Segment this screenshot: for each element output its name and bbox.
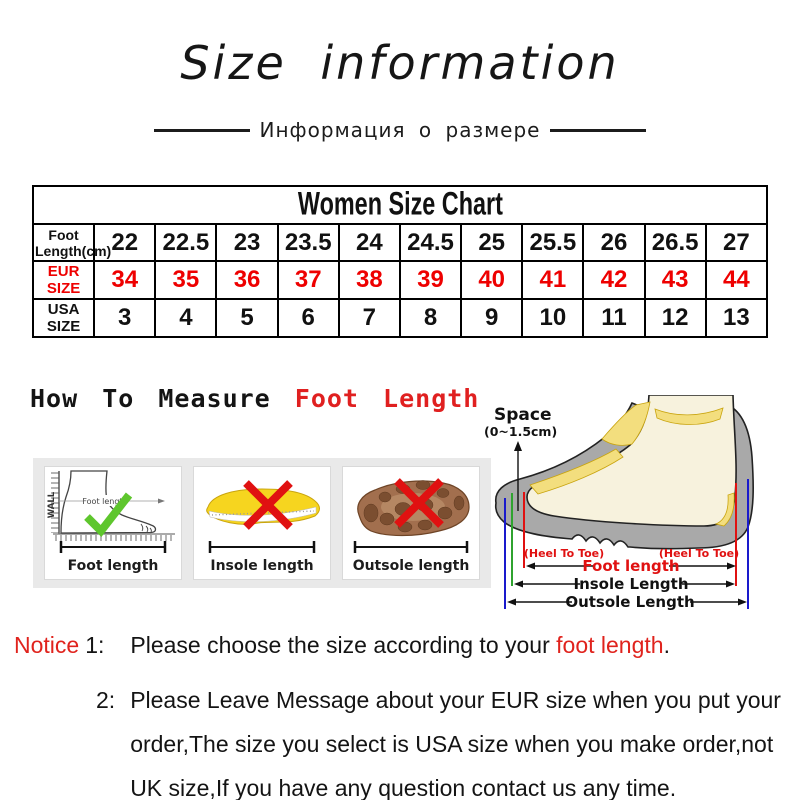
size-value-cell: 8: [398, 298, 463, 338]
size-value-cell: 5: [215, 298, 279, 338]
inner-measure-arrow: [158, 498, 165, 504]
heel-to-toe-left-label: (Heel To Toe): [524, 547, 604, 560]
space-arrow-head: [514, 441, 522, 451]
shoe-measurement-diagram: Space (0~1.5cm) (Heel To Toe) (Heel To T…: [484, 395, 754, 611]
inner-foot-length-label: Foot length: [82, 497, 127, 506]
foot-length-example-box: WALL Foot length Foot length: [44, 466, 182, 580]
usa-size-row: USA SIZE 3 4 5 6 7 8 9 10 11 12 13: [31, 298, 769, 338]
notice-item-1-highlight: foot length: [556, 632, 664, 658]
size-value-cell: 7: [337, 298, 401, 338]
size-value-cell: 22.5: [154, 223, 218, 262]
size-value-cell: 26: [582, 223, 646, 262]
wall-label: WALL: [47, 491, 57, 518]
size-value-cell: 22: [93, 223, 157, 262]
eur-size-row-label: EUR SIZE: [31, 260, 96, 300]
space-range-label: (0~1.5cm): [484, 424, 557, 439]
size-value-cell: 26.5: [643, 223, 707, 262]
size-value-cell: 3: [93, 298, 157, 338]
size-value-cell: 43: [643, 260, 707, 300]
usa-size-row-label: USA SIZE: [31, 298, 96, 338]
foot-dim-arrow-left: [526, 562, 535, 570]
insole-cushions: [529, 401, 735, 527]
subtitle-right-line: [550, 128, 647, 132]
table-header-row: Women Size Chart: [32, 185, 768, 225]
space-label: Space: [494, 405, 552, 425]
insole-length-box-label: Insole length: [210, 558, 314, 574]
toes-detail: [140, 523, 152, 533]
notice-item-1-post: .: [663, 632, 670, 658]
size-value-cell: 44: [704, 260, 769, 300]
insole-dim-arrow-right: [726, 580, 735, 588]
size-value-cell: 41: [521, 260, 585, 300]
insole-dim-arrow-left: [514, 580, 523, 588]
notice-label: Notice: [14, 632, 80, 658]
size-value-cell: 39: [398, 260, 463, 300]
size-value-cell: 25: [460, 223, 524, 262]
size-value-cell: 42: [582, 260, 646, 300]
insole-midsole-stripe: [208, 506, 317, 522]
outsole-dim-arrow-left: [507, 598, 516, 606]
notice-item-2-number: 2:: [96, 687, 116, 713]
notice-item-2-text: Please Leave Message about your EUR size…: [130, 687, 781, 800]
insole-length-example-box: Insole length: [193, 466, 331, 580]
size-value-cell: 11: [582, 298, 646, 338]
size-value-cell: 10: [521, 298, 585, 338]
size-value-cell: 37: [276, 260, 340, 300]
foot-length-row-label: Foot Length(cm): [31, 223, 111, 262]
foot-dim-arrow-right: [727, 562, 736, 570]
eur-size-row: EUR SIZE 34 35 36 37 38 39 40 41 42 43 44: [31, 260, 769, 300]
table-title: Women Size Chart: [297, 186, 503, 223]
outsole-length-example-box: Outsole length: [342, 466, 480, 580]
foot-length-illustration: WALL Foot length: [47, 470, 175, 553]
size-value-cell: 23: [215, 223, 279, 262]
notice-item-1-text: Please choose the size according to your…: [130, 629, 670, 661]
notice-item-1-pre: Please choose the size according to your: [130, 632, 557, 658]
size-value-cell: 13: [704, 298, 769, 338]
size-value-cell: 4: [154, 298, 218, 338]
outsole-dim-arrow-right: [738, 598, 747, 606]
size-value-cell: 34: [93, 260, 157, 300]
foot-length-row: Foot Length(cm) 22 22.5 23 23.5 24 24.5 25 25.5…: [31, 223, 769, 262]
size-value-cell: 6: [276, 298, 340, 338]
notice-item-1-number: 1:: [85, 632, 105, 658]
examples-strip: WALL Foot length Foot length: [33, 458, 491, 588]
heel-to-toe-right-label: (Heel To Toe): [659, 547, 739, 560]
size-value-cell: 9: [460, 298, 524, 338]
size-value-cell: 12: [643, 298, 707, 338]
size-value-cell: 40: [460, 260, 524, 300]
diagram-insole-length-label: Insole Length: [573, 575, 688, 593]
notice-item-1: Notice 1: Please choose the size accordi…: [14, 629, 790, 661]
notice-item-2: 2: Please Leave Message about your EUR s…: [14, 678, 790, 800]
outsole-illustration: [353, 478, 470, 553]
foot-length-box-label: Foot length: [67, 558, 159, 574]
diagram-foot-length-label: Foot length: [582, 557, 679, 575]
women-size-chart-table: Women Size Chart Foot Length(cm) 22 22.5 2…: [31, 185, 769, 338]
size-value-cell: 23.5: [276, 223, 340, 262]
diagram-outsole-length-label: Outsole Length: [565, 593, 694, 611]
size-value-cell: 27: [704, 223, 769, 262]
cross-icon-2: [243, 480, 293, 530]
size-value-cell: 36: [215, 260, 279, 300]
outsole-length-box-label: Outsole length: [352, 558, 470, 574]
subtitle-left-line: [153, 128, 250, 132]
size-value-cell: 24: [337, 223, 401, 262]
size-value-cell: 25.5: [521, 223, 585, 262]
measure-heading-black: How To Measure: [30, 384, 295, 413]
size-value-cell: 35: [154, 260, 218, 300]
cross-icon-2: [394, 478, 444, 528]
measure-heading: How To Measure Foot Length: [30, 384, 479, 413]
inner-label-bg: [83, 495, 127, 506]
table-title-cell: Women Size Chart: [32, 185, 768, 225]
measure-heading-red: Foot Length: [294, 384, 480, 413]
subtitle-row: Информация о размере: [0, 118, 800, 142]
insole-illustration: [206, 480, 320, 553]
notice-section: Notice 1: Please choose the size accordi…: [14, 629, 790, 800]
size-value-cell: 38: [337, 260, 401, 300]
page-title: Size information: [180, 36, 620, 90]
check-icon: [84, 492, 133, 538]
size-value-cell: 24.5: [398, 223, 463, 262]
subtitle-text: Информация о размере: [259, 118, 541, 142]
